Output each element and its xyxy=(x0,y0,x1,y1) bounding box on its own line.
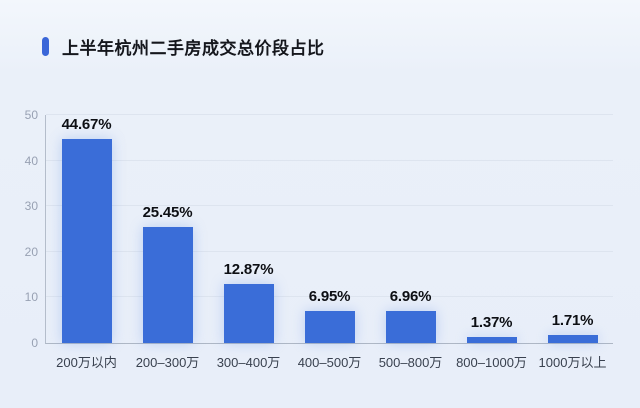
y-axis-tick-label: 30 xyxy=(24,199,38,214)
chart-header: 上半年杭州二手房成交总价段占比 xyxy=(42,34,325,59)
bar-column: 1.37% 800–1000万 xyxy=(451,115,532,370)
y-axis-tick-label: 20 xyxy=(24,244,38,259)
bar-value-label: 6.96% xyxy=(389,288,432,306)
bar xyxy=(142,226,193,343)
bar-value-label: 6.95% xyxy=(308,288,351,306)
bar-column: 6.96% 500–800万 xyxy=(370,115,451,370)
bar xyxy=(223,284,274,343)
bar-value-label: 1.37% xyxy=(470,313,513,331)
bar-chart-plot-area: 0 10 20 30 40 50 44.67% 200万以内 25.45% 200–300万 12.… xyxy=(25,108,613,370)
bar-column: 6.95% 400–500万 xyxy=(289,115,370,370)
bar xyxy=(61,139,112,343)
bar-value-label: 25.45% xyxy=(142,203,193,221)
y-axis-tick-label: 40 xyxy=(24,153,38,168)
bar xyxy=(385,311,436,343)
bar xyxy=(466,336,517,343)
bar-column: 44.67% 200万以内 xyxy=(46,115,127,370)
bar-value-label: 1.71% xyxy=(551,312,594,330)
bar-column: 1.71% 1000万以上 xyxy=(532,115,613,370)
bar-column: 12.87% 300–400万 xyxy=(208,115,289,370)
x-axis-category-label: 1000万以上 xyxy=(538,355,607,370)
title-accent-marker-icon xyxy=(42,37,49,56)
x-axis-category-label: 400–500万 xyxy=(297,355,362,370)
y-axis-tick-label: 10 xyxy=(24,290,38,305)
bar-value-label: 12.87% xyxy=(223,261,274,279)
bar xyxy=(547,335,598,343)
bar-value-label: 44.67% xyxy=(61,116,112,134)
x-axis-category-label: 800–1000万 xyxy=(456,355,527,370)
chart-title: 上半年杭州二手房成交总价段占比 xyxy=(62,39,325,58)
x-axis-category-label: 300–400万 xyxy=(216,355,281,370)
y-axis-tick-label: 0 xyxy=(31,336,38,350)
bar-column: 25.45% 200–300万 xyxy=(127,115,208,370)
x-axis-category-label: 200–300万 xyxy=(135,355,200,370)
x-axis-category-label: 500–800万 xyxy=(378,355,443,370)
bar-columns: 44.67% 200万以内 25.45% 200–300万 12.87% 300–400万… xyxy=(46,115,613,370)
x-axis-category-label: 200万以内 xyxy=(56,355,117,370)
bar xyxy=(304,311,355,343)
y-axis-tick-label: 50 xyxy=(24,108,38,122)
